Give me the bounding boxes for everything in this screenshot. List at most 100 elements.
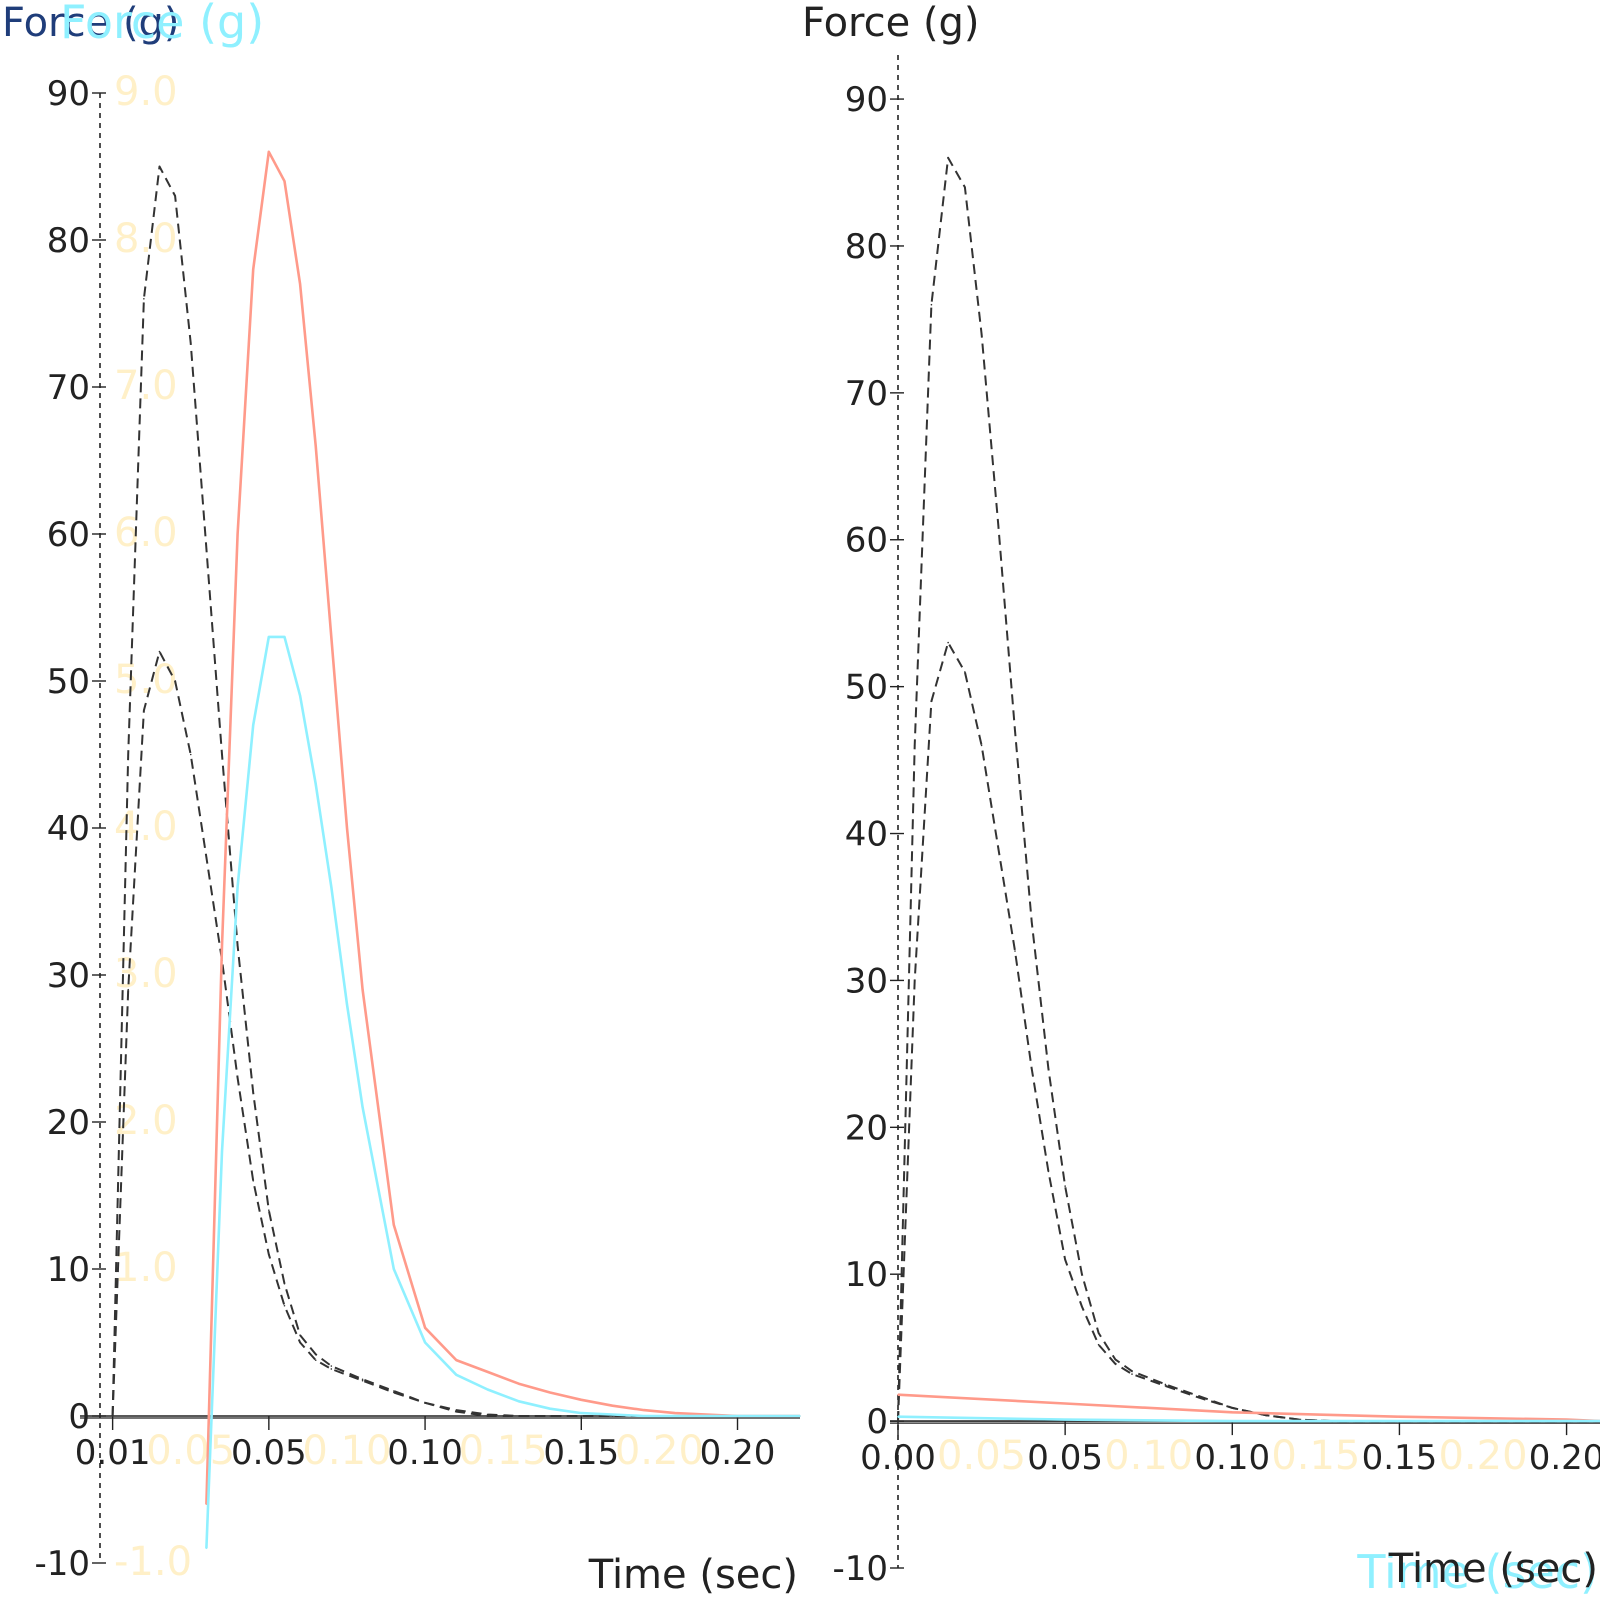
left-series-2-point [236, 533, 239, 535]
left-series-2-point [283, 180, 286, 182]
left-y-tick-label: 60 [47, 515, 90, 555]
left-series-3-point [330, 886, 333, 888]
right-series-2-point [1398, 1415, 1401, 1418]
left-y-axis-title-overlap: Force (g) [60, 0, 264, 49]
right-y-tick-label: 10 [845, 1255, 888, 1295]
right-series-2-line [897, 1393, 1600, 1423]
left-series-1-point [127, 988, 130, 991]
left-series-1-point [158, 650, 161, 653]
right-series-0-point [1014, 729, 1016, 732]
right-y-tick-label: 70 [845, 374, 888, 414]
left-series-0-point [221, 753, 223, 756]
right-series-3-point [1565, 1420, 1568, 1422]
left-series-3-point [236, 886, 239, 888]
left-series-1-point [518, 1415, 520, 1417]
left-series-1-point [189, 753, 192, 756]
left-series-3-point [767, 1415, 770, 1417]
right-series-0-point [1131, 1370, 1133, 1372]
right-series-1-point [947, 641, 949, 644]
left-series-3-point [299, 694, 301, 697]
left-series-1-point [236, 1077, 239, 1079]
left-y-tick-label: 0 [68, 1397, 90, 1437]
right-series-1-point [913, 979, 916, 982]
right-y-tick-label: 60 [845, 521, 888, 561]
left-series-0-point [314, 1353, 317, 1356]
left-y-axis-title: Force (g) [2, 0, 180, 46]
right-series-3-point [1064, 1418, 1066, 1421]
right-x-tick-label: 0.05 [1027, 1438, 1103, 1478]
left-series-3-point [705, 1415, 708, 1417]
left-series-2-point [674, 1412, 676, 1414]
right-series-1-point [1264, 1414, 1267, 1417]
left-faint-y-tick-label: 9.0 [114, 69, 178, 115]
left-series-3-point [205, 1547, 208, 1550]
left-faint-y-tick-label: 8.0 [114, 216, 178, 262]
right-series-1-point [1097, 1343, 1100, 1346]
left-series-0-point [330, 1365, 333, 1367]
left-series-1-point [424, 1401, 426, 1404]
left-x-axis-title: Time (sec) [588, 1552, 798, 1598]
left-series-3-point [424, 1341, 426, 1344]
left-y-tick-label: 50 [47, 662, 90, 702]
left-y-tick-label: 40 [47, 809, 90, 849]
right-series-3-point [1231, 1420, 1234, 1422]
right-series-1-point [1131, 1373, 1133, 1375]
left-y-tick-label: -10 [34, 1544, 90, 1584]
left-series-0-point [361, 1378, 364, 1381]
right-series-1-point [1164, 1385, 1167, 1387]
right-faint-x-tick-label: 0.05 [937, 1433, 1026, 1479]
left-series-2-point [314, 445, 317, 447]
right-series-0-point [930, 303, 933, 306]
left-series-3-point [361, 1106, 364, 1109]
right-series-3-point [1398, 1420, 1401, 1422]
left-series-2-point [486, 1371, 489, 1373]
left-y-tick-label: 70 [47, 368, 90, 408]
left-series-0-point [299, 1334, 301, 1336]
right-series-1-point [1081, 1305, 1083, 1308]
right-series-1-point [930, 700, 933, 703]
left-series-2-point [580, 1399, 583, 1401]
right-y-tick-label: 40 [845, 815, 888, 855]
left-faint-y-tick-label: 3.0 [114, 951, 178, 997]
left-series-2-point [221, 944, 223, 947]
left-panel: -100102030405060708090-1.01.02.03.04.05.… [2, 0, 801, 1598]
right-series-0-point [1164, 1383, 1167, 1386]
left-faint-x-tick-label: 0.10 [302, 1428, 391, 1474]
left-series-3-point [611, 1413, 614, 1416]
left-series-3-point [346, 1003, 348, 1006]
left-series-2-point [299, 283, 301, 285]
left-series-1-point [393, 1391, 395, 1394]
right-series-1-point [1064, 1258, 1066, 1261]
left-x-tick-label: 0.05 [231, 1433, 307, 1473]
left-series-1-point [580, 1415, 583, 1417]
left-series-2-point [252, 268, 255, 271]
left-y-tick-label: 30 [47, 956, 90, 996]
left-series-3-point [674, 1415, 676, 1417]
right-series-0-point [964, 186, 966, 189]
left-y-tick-label: 10 [47, 1250, 90, 1290]
left-series-3-point [283, 636, 286, 638]
left-series-2-point [346, 827, 348, 829]
right-y-tick-label: 90 [845, 80, 888, 120]
left-faint-x-tick-label: 0.15 [459, 1428, 548, 1474]
right-y-tick-label: 80 [845, 227, 888, 267]
right-series-0-point [1030, 920, 1033, 923]
left-series-3-point [736, 1415, 739, 1417]
right-series-1-line [897, 641, 1600, 1423]
left-faint-y-tick-label: 7.0 [114, 363, 178, 409]
left-series-3-point [799, 1415, 801, 1417]
right-y-tick-label: 50 [845, 668, 888, 708]
right-series-0-line [897, 156, 1600, 1423]
left-series-3-point [580, 1412, 583, 1414]
right-series-1-point [964, 671, 966, 673]
left-faint-x-tick-label: 0.05 [146, 1428, 235, 1474]
left-series-0-line [111, 165, 769, 1417]
left-series-2-line [205, 150, 800, 1505]
right-series-1-point [1014, 950, 1016, 952]
right-y-tick-label: 0 [866, 1402, 888, 1442]
right-series-1-point [980, 744, 983, 747]
left-series-3-point [268, 636, 270, 638]
right-y-tick-label: 30 [845, 961, 888, 1001]
right-x-tick-label: 0.10 [1194, 1438, 1270, 1478]
